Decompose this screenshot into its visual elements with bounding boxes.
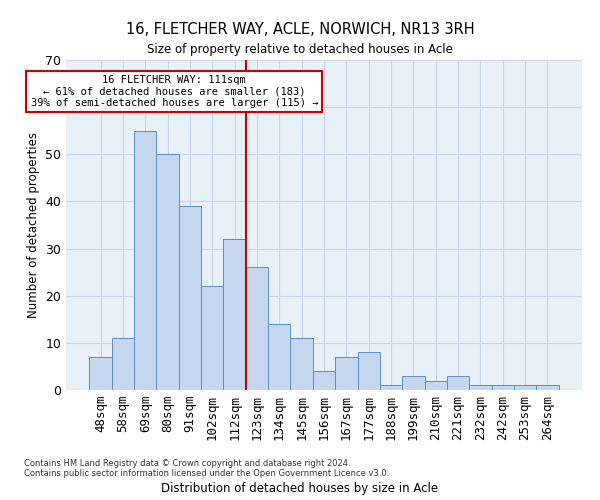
Bar bbox=[536, 386, 559, 390]
Bar bbox=[246, 268, 268, 390]
Bar bbox=[112, 338, 134, 390]
Bar bbox=[201, 286, 223, 390]
Bar bbox=[335, 357, 358, 390]
Text: Distribution of detached houses by size in Acle: Distribution of detached houses by size … bbox=[161, 482, 439, 495]
Bar bbox=[179, 206, 201, 390]
Bar bbox=[290, 338, 313, 390]
Bar bbox=[491, 386, 514, 390]
Text: 16 FLETCHER WAY: 111sqm
← 61% of detached houses are smaller (183)
39% of semi-d: 16 FLETCHER WAY: 111sqm ← 61% of detache… bbox=[31, 75, 318, 108]
Bar bbox=[157, 154, 179, 390]
Bar bbox=[514, 386, 536, 390]
Bar bbox=[425, 380, 447, 390]
Bar bbox=[358, 352, 380, 390]
Bar bbox=[447, 376, 469, 390]
Bar bbox=[313, 371, 335, 390]
Text: 16, FLETCHER WAY, ACLE, NORWICH, NR13 3RH: 16, FLETCHER WAY, ACLE, NORWICH, NR13 3R… bbox=[125, 22, 475, 38]
Text: Contains public sector information licensed under the Open Government Licence v3: Contains public sector information licen… bbox=[24, 468, 389, 477]
Bar bbox=[402, 376, 425, 390]
Bar bbox=[223, 239, 246, 390]
Bar bbox=[469, 386, 491, 390]
Bar bbox=[268, 324, 290, 390]
Bar bbox=[134, 130, 157, 390]
Bar bbox=[89, 357, 112, 390]
Text: Size of property relative to detached houses in Acle: Size of property relative to detached ho… bbox=[147, 42, 453, 56]
Bar bbox=[380, 386, 402, 390]
Text: Contains HM Land Registry data © Crown copyright and database right 2024.: Contains HM Land Registry data © Crown c… bbox=[24, 458, 350, 468]
Y-axis label: Number of detached properties: Number of detached properties bbox=[26, 132, 40, 318]
